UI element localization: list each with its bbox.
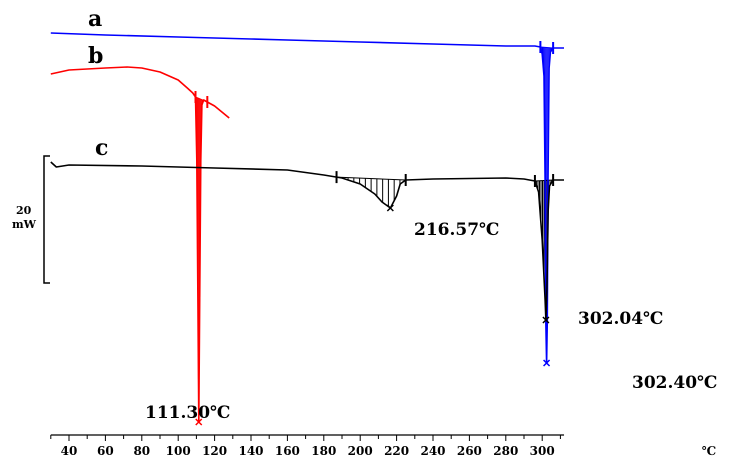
- x-tick-label: 80: [133, 444, 150, 458]
- series-label-b: b: [88, 43, 103, 69]
- baseline-chord: [336, 176, 406, 181]
- series-label-a: a: [88, 6, 102, 32]
- x-tick-label: 200: [348, 444, 373, 458]
- x-tick-label: 100: [166, 444, 191, 458]
- scale-bar-bracket: [43, 155, 50, 284]
- x-tick-label: 160: [275, 444, 300, 458]
- baseline-chord: [534, 179, 554, 182]
- peak-marker: [543, 359, 551, 367]
- x-tick-label: 120: [202, 444, 227, 458]
- curve-layer: [50, 32, 564, 423]
- x-tick-label: 60: [97, 444, 114, 458]
- x-tick-label: 300: [530, 444, 555, 458]
- peak-marker: [542, 316, 550, 324]
- x-tick-label: 40: [61, 444, 78, 458]
- curve-a: [50, 32, 564, 364]
- curve-c: [50, 161, 564, 321]
- x-tick-label: 180: [311, 444, 336, 458]
- x-axis: 40 60 80 100 120 140 160 180 200 220 240 260 280 300 ℃: [50, 434, 716, 458]
- peak-label-302-40: 302.40℃: [632, 373, 717, 393]
- peak-label-216: 216.57℃: [414, 220, 499, 240]
- x-tick-label: 220: [384, 444, 409, 458]
- peak-label-302-04: 302.04℃: [578, 309, 663, 329]
- scale-label-value: 20: [16, 204, 32, 217]
- shaded-peak-2: [335, 171, 407, 207]
- x-tick-label: 140: [238, 444, 263, 458]
- x-tick-label: 280: [493, 444, 518, 458]
- baseline-chord: [540, 46, 554, 49]
- series-label-c: c: [95, 135, 108, 161]
- peak-shading-layer: [194, 41, 555, 380]
- x-tick-label: 260: [457, 444, 482, 458]
- x-unit-label: ℃: [702, 444, 716, 458]
- peak-marker: [386, 204, 394, 212]
- scale-bar: [43, 155, 50, 284]
- peak-marker-layer: [195, 204, 551, 426]
- peak-label-111: 111.30℃: [145, 403, 230, 423]
- peak-marker: [195, 418, 203, 426]
- curve-b: [50, 66, 230, 423]
- scale-label-unit: mW: [12, 218, 37, 231]
- x-tick-label: 240: [420, 444, 445, 458]
